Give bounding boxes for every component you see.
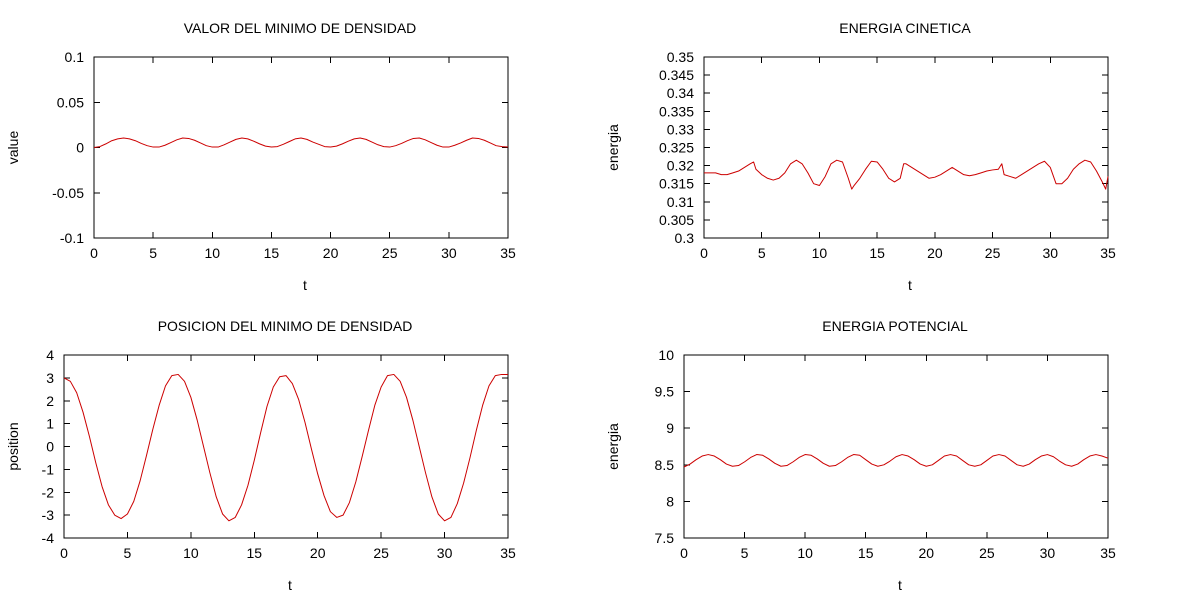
series-line [704, 159, 1109, 190]
y-tick-label: 0.34 [667, 85, 694, 101]
x-tick-label: 15 [246, 545, 262, 561]
chart-potencial: ENERGIA POTENCIAL 0 5 10 15 20 25 30 35 7.5 8 8.5 9 9… [605, 318, 1116, 593]
y-tick-label: 2 [46, 393, 54, 409]
chart-title: ENERGIA POTENCIAL [822, 318, 968, 334]
y-tick-label: 0.315 [659, 176, 694, 192]
y-tick-label: 9.5 [655, 384, 675, 400]
x-tick-label: 5 [741, 545, 749, 561]
x-tick-label: 10 [183, 545, 199, 561]
x-tick-label: 10 [797, 545, 813, 561]
y-tick-label: 0.35 [667, 49, 694, 65]
plot-frame [703, 56, 1109, 239]
chart-title: ENERGIA CINETICA [839, 20, 971, 36]
y-tick-label: 0.32 [667, 158, 694, 174]
y-tick-label: 8 [666, 493, 674, 509]
chart-valor: VALOR DEL MINIMO DE DENSIDAD 0 5 10 15 20 25 30… [5, 20, 516, 293]
y-tick-label: -0.05 [52, 185, 84, 201]
x-tick-label: 35 [500, 245, 516, 261]
x-tick-label: 0 [680, 545, 688, 561]
x-tick-label: 10 [204, 245, 220, 261]
y-tick-label: -0.1 [60, 230, 84, 246]
y-tick-label: -1 [42, 461, 55, 477]
x-tick-label: 30 [441, 245, 457, 261]
y-tick-label: 10 [658, 347, 674, 363]
y-tick-label: 0 [76, 140, 84, 156]
series-line [63, 373, 508, 522]
plot-frame [683, 354, 1109, 539]
y-axis-label: energia [605, 124, 621, 171]
x-tick-label: 0 [60, 545, 68, 561]
x-axis-label: t [288, 577, 292, 593]
x-tick-label: 30 [1042, 245, 1058, 261]
y-tick-label: -3 [42, 507, 55, 523]
y-tick-label: 1 [46, 416, 54, 432]
x-tick-label: 35 [1100, 545, 1116, 561]
y-tick-label: 0.305 [659, 212, 694, 228]
x-tick-label: 35 [1100, 245, 1116, 261]
x-tick-label: 30 [437, 545, 453, 561]
y-tick-label: 3 [46, 370, 54, 386]
y-tick-label: -2 [42, 484, 55, 500]
x-tick-label: 5 [124, 545, 132, 561]
x-tick-label: 30 [1040, 545, 1056, 561]
chart-cinetica: ENERGIA CINETICA 0 5 10 15 20 25 30 35 0.3 0.305 0.… [605, 20, 1116, 293]
x-axis-label: t [908, 277, 912, 293]
plot-frame [63, 354, 509, 539]
x-tick-label: 25 [979, 545, 995, 561]
y-tick-label: 0.335 [659, 103, 694, 119]
x-tick-label: 20 [927, 245, 943, 261]
y-tick-label: 0.33 [667, 121, 694, 137]
y-tick-label: 0.31 [667, 194, 694, 210]
x-axis-label: t [303, 277, 307, 293]
y-tick-label: 9 [666, 420, 674, 436]
y-tick-label: 0.1 [65, 49, 85, 65]
y-axis-label: value [5, 131, 21, 165]
x-tick-label: 20 [918, 545, 934, 561]
series-line [93, 137, 509, 148]
y-tick-label: 4 [46, 347, 54, 363]
x-tick-label: 20 [323, 245, 339, 261]
x-tick-label: 25 [985, 245, 1001, 261]
x-tick-label: 15 [869, 245, 885, 261]
x-tick-label: 15 [858, 545, 874, 561]
x-tick-label: 5 [758, 245, 766, 261]
x-tick-label: 5 [149, 245, 157, 261]
chart-title: VALOR DEL MINIMO DE DENSIDAD [184, 20, 417, 36]
y-tick-label: 7.5 [655, 530, 675, 546]
y-tick-label: 8.5 [655, 457, 675, 473]
y-axis-label: energia [605, 423, 621, 470]
y-tick-label: 0.05 [57, 94, 84, 110]
x-tick-label: 25 [373, 545, 389, 561]
x-axis-label: t [898, 577, 902, 593]
y-tick-label: 0 [46, 439, 54, 455]
y-tick-label: 0.325 [659, 140, 694, 156]
x-tick-label: 20 [310, 545, 326, 561]
x-tick-label: 0 [700, 245, 708, 261]
series-line [683, 454, 1109, 468]
y-axis-label: position [5, 422, 21, 470]
x-tick-label: 35 [500, 545, 516, 561]
x-tick-label: 0 [90, 245, 98, 261]
chart-title: POSICION DEL MINIMO DE DENSIDAD [158, 318, 413, 334]
y-tick-label: 0.3 [675, 230, 695, 246]
y-tick-label: -4 [42, 530, 55, 546]
x-tick-label: 15 [264, 245, 280, 261]
x-tick-label: 10 [812, 245, 828, 261]
x-tick-label: 25 [382, 245, 398, 261]
y-tick-label: 0.345 [659, 67, 694, 83]
